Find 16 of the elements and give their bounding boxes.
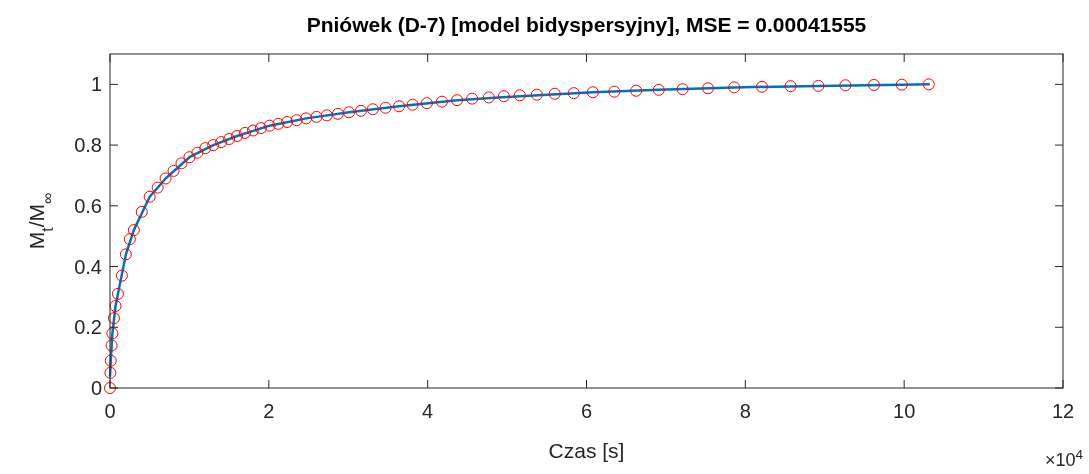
x-tick-label: 4 <box>422 400 434 422</box>
y-tick-label: 0 <box>90 377 102 399</box>
chart-title: Pniówek (D-7) [model bidyspersyjny], MSE = 0.00041555 <box>306 13 867 36</box>
x-tick-label: 6 <box>580 400 593 422</box>
x-tick-label: 2 <box>263 400 275 422</box>
y-tick-label: 0.2 <box>74 316 102 339</box>
x-tick-label: 12 <box>1051 400 1075 422</box>
y-tick-label: 0.4 <box>74 255 102 278</box>
y-tick-label: 0.8 <box>74 134 102 157</box>
y-tick-label: 1 <box>90 73 102 96</box>
x-axis-title: Czas [s] <box>548 439 625 462</box>
x-tick-label: 0 <box>104 400 116 422</box>
text: ×10$^{4}$ <box>1044 446 1084 470</box>
y-tick-label: 0.6 <box>74 194 102 217</box>
x-tick-label: 10 <box>893 400 916 422</box>
x-tick-label: 8 <box>739 400 751 422</box>
